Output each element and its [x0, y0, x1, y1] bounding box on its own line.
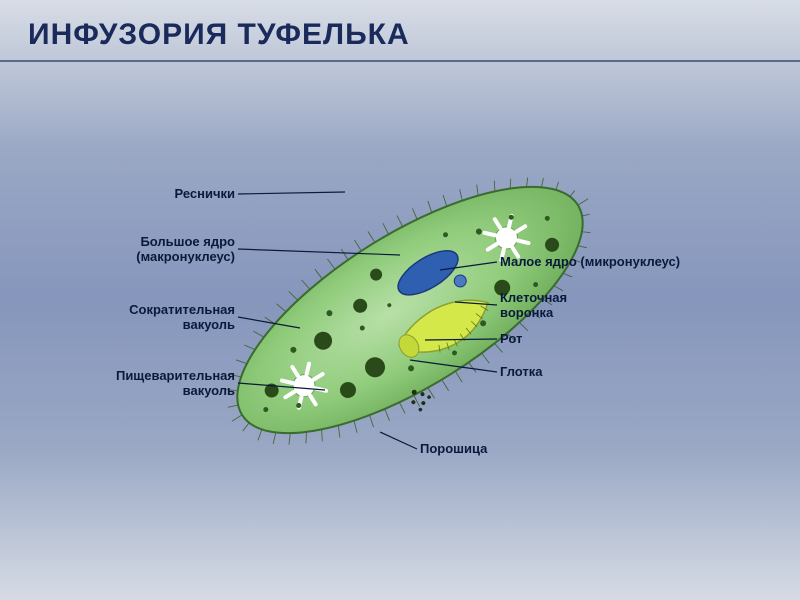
label-digestive-1: Пищеварительная: [116, 368, 235, 383]
label-digestive-2: вакуоль: [183, 383, 235, 398]
paramecium-diagram: Реснички Большое ядро (макронуклеус) Сок…: [0, 80, 800, 580]
label-macronucleus-2: (макронуклеус): [136, 249, 235, 264]
label-pharynx: Глотка: [500, 364, 543, 379]
label-cilia: Реснички: [174, 186, 235, 201]
label-funnel-2: воронка: [500, 305, 553, 320]
cell-svg: [0, 80, 800, 580]
label-funnel-1: Клеточная: [500, 290, 567, 305]
label-contractile-1: Сократительная: [129, 302, 235, 317]
label-contractile-2: вакуоль: [183, 317, 235, 332]
label-mouth: Рот: [500, 331, 522, 346]
title-underline: [0, 60, 800, 62]
label-cytoproct: Порошица: [420, 441, 487, 456]
cell-body: [202, 141, 618, 480]
page-title: ИНФУЗОРИЯ ТУФЕЛЬКА: [28, 18, 410, 52]
label-micronucleus: Малое ядро (микронуклеус): [500, 254, 680, 269]
label-macronucleus-1: Большое ядро: [140, 234, 235, 249]
